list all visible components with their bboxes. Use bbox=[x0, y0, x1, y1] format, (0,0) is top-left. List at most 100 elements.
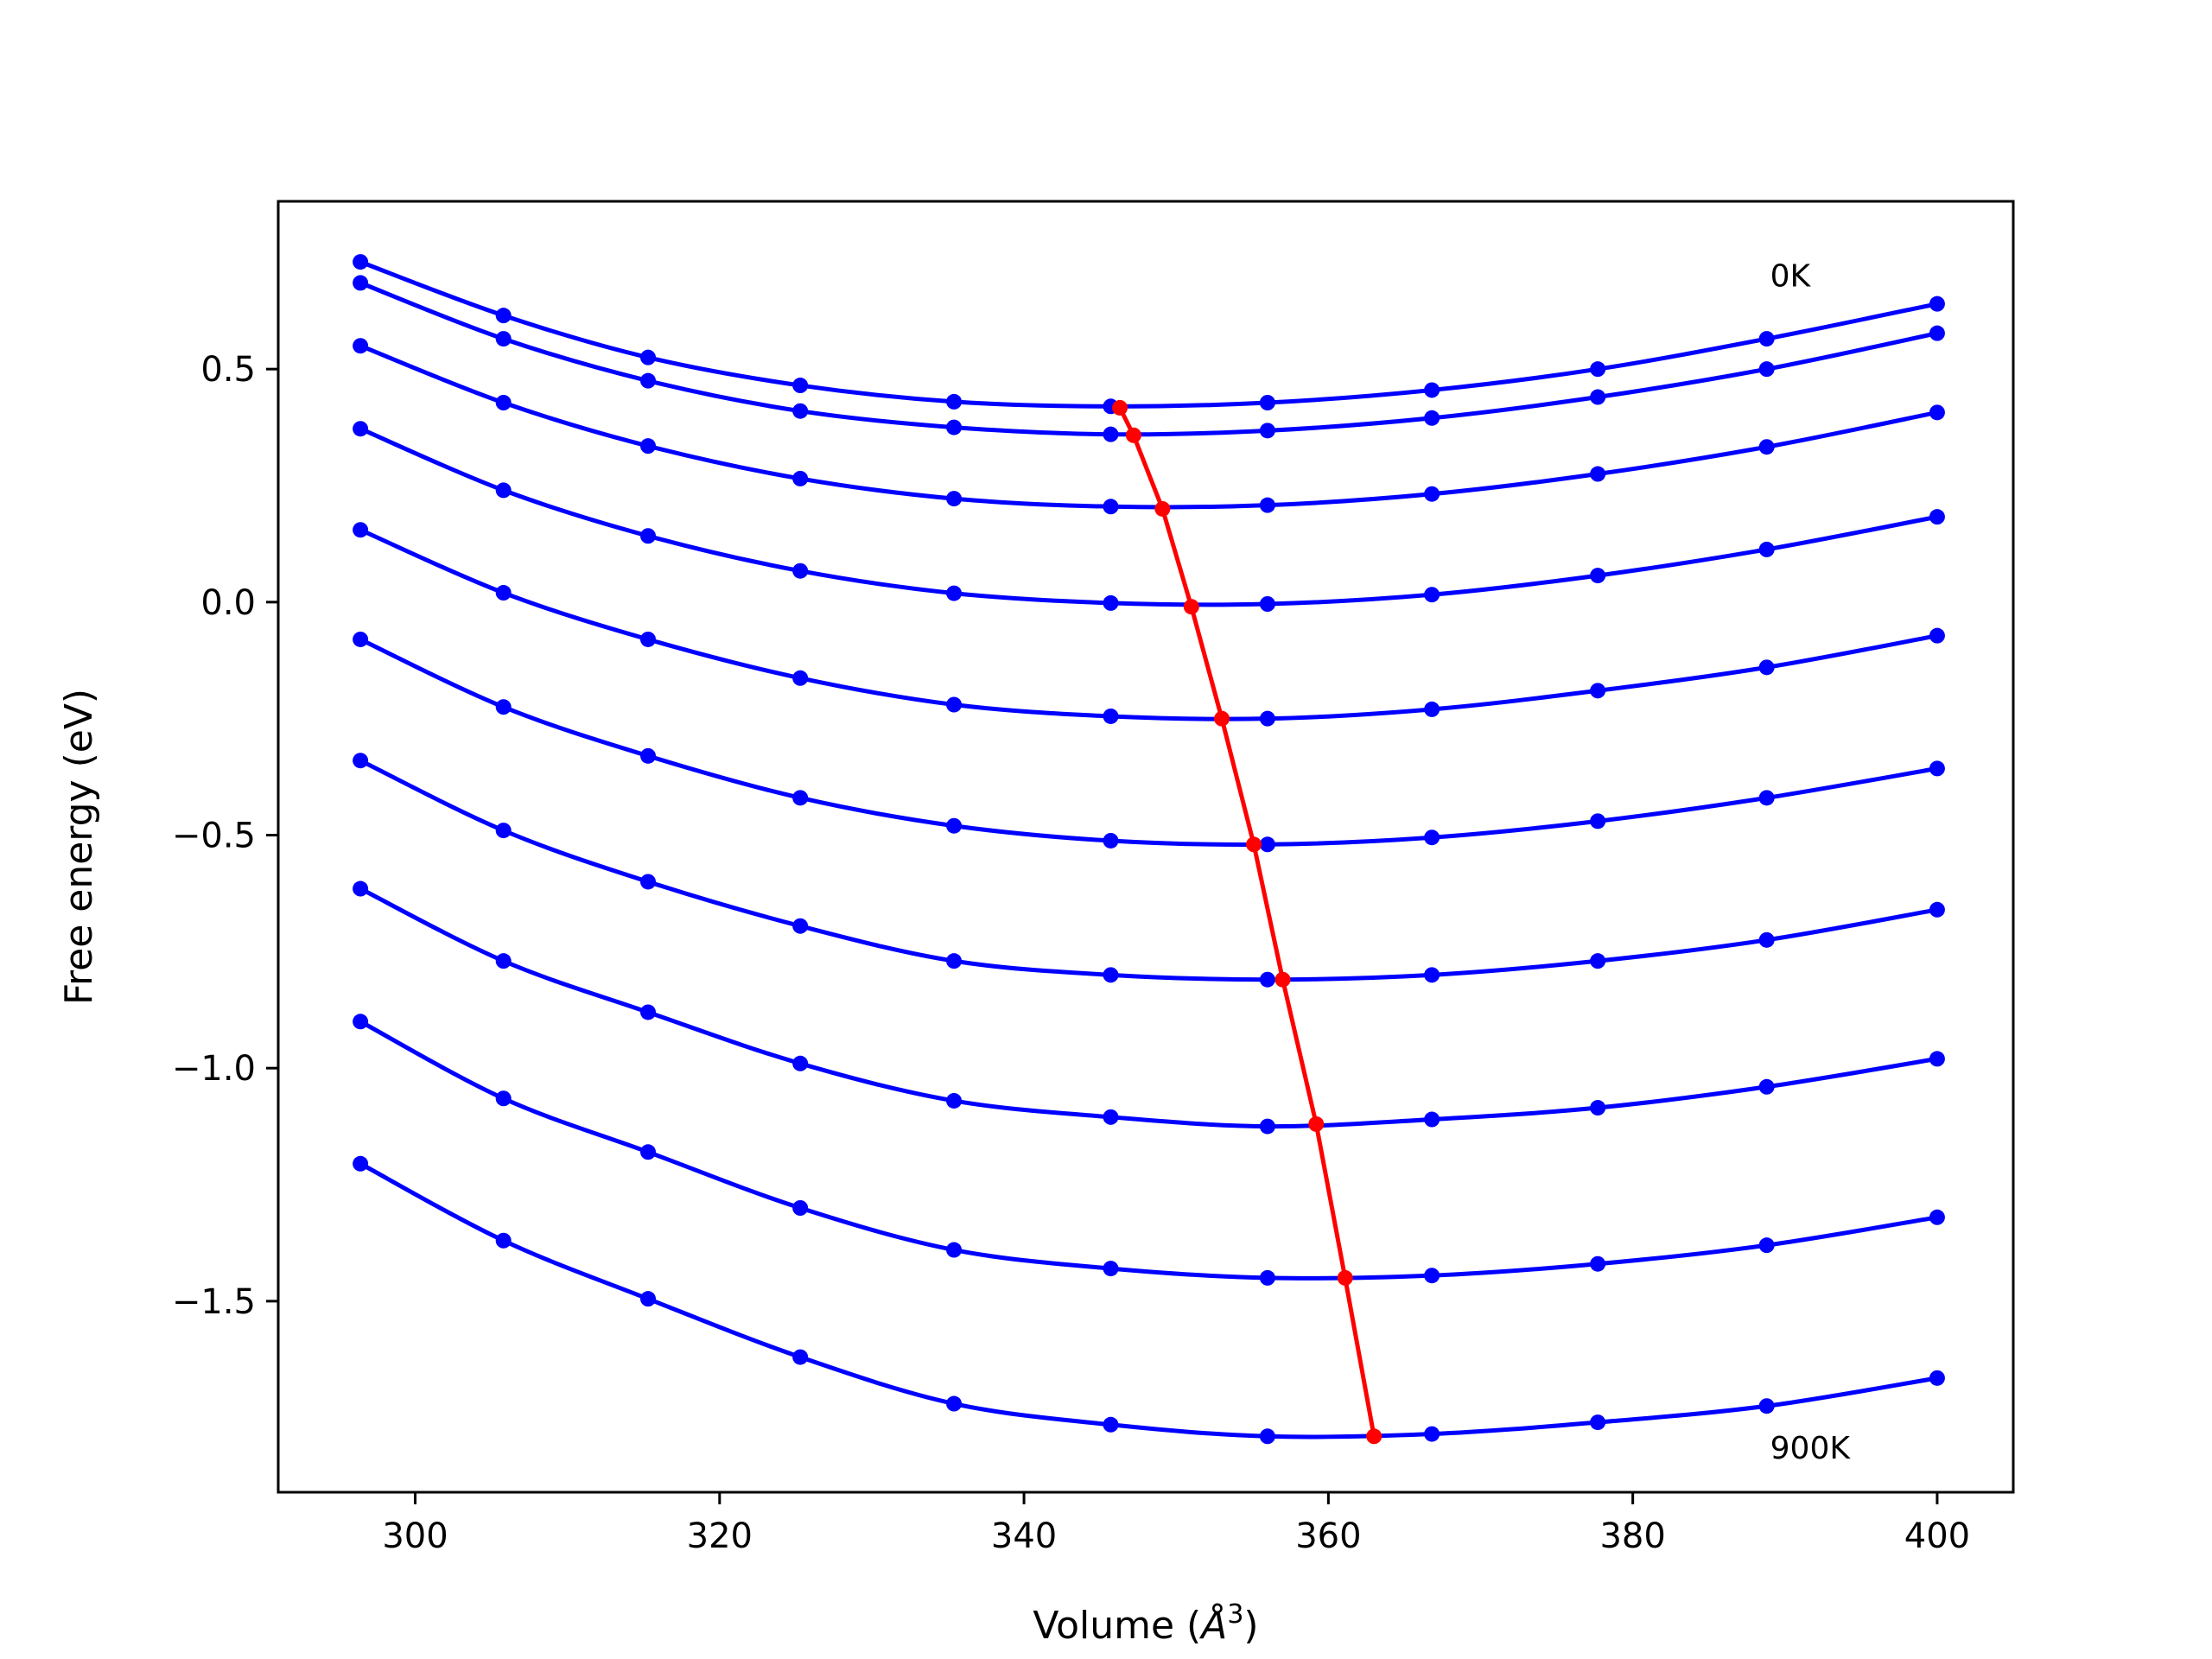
data-point bbox=[792, 470, 809, 486]
data-point bbox=[1259, 1118, 1275, 1135]
data-point bbox=[640, 1144, 657, 1160]
data-point bbox=[640, 372, 657, 389]
data-point bbox=[495, 482, 512, 499]
data-point bbox=[1424, 1111, 1440, 1128]
minimum-point bbox=[1154, 500, 1171, 517]
data-point bbox=[1424, 701, 1440, 717]
data-point bbox=[1758, 931, 1775, 948]
data-point bbox=[640, 631, 657, 647]
data-point bbox=[495, 308, 512, 324]
y-tick-label: −1.0 bbox=[172, 1049, 256, 1089]
isotherm-series-2 bbox=[353, 338, 1945, 515]
x-axis: 300 320 340 360 380 400 bbox=[382, 1492, 1970, 1556]
data-point bbox=[495, 823, 512, 839]
data-point bbox=[1758, 1078, 1775, 1095]
y-tick-label: 0.5 bbox=[200, 350, 256, 390]
data-point bbox=[946, 419, 963, 435]
data-point bbox=[1424, 587, 1440, 603]
data-point bbox=[495, 1090, 512, 1107]
minimum-point bbox=[1274, 971, 1291, 988]
data-point bbox=[353, 254, 369, 270]
data-point bbox=[1758, 659, 1775, 676]
minimum-point bbox=[1112, 399, 1128, 416]
data-point bbox=[1758, 541, 1775, 557]
data-point bbox=[353, 338, 369, 354]
data-point bbox=[946, 393, 963, 410]
data-point bbox=[1424, 486, 1440, 502]
temperature-annotation: 0K bbox=[1770, 258, 1812, 294]
data-point bbox=[1424, 1268, 1440, 1284]
data-point bbox=[1259, 596, 1275, 612]
x-tick-label: 400 bbox=[1904, 1516, 1970, 1556]
data-point bbox=[640, 874, 657, 890]
minimum-point bbox=[1308, 1116, 1325, 1132]
isotherm-series-8 bbox=[353, 1014, 1945, 1286]
isotherm-series-7 bbox=[353, 880, 1945, 1135]
data-point bbox=[946, 491, 963, 507]
minima-line bbox=[1117, 406, 1376, 1437]
data-point bbox=[792, 790, 809, 806]
data-point bbox=[495, 395, 512, 410]
data-point bbox=[792, 403, 809, 419]
data-point bbox=[946, 1092, 963, 1109]
data-point bbox=[495, 331, 512, 347]
isotherm-series-6 bbox=[353, 753, 1945, 988]
data-point bbox=[1424, 1426, 1440, 1442]
data-point bbox=[1758, 439, 1775, 455]
data-point bbox=[640, 1004, 657, 1020]
data-point bbox=[353, 522, 369, 538]
data-point bbox=[353, 1155, 369, 1172]
data-point bbox=[1590, 683, 1606, 699]
x-axis-label-text: Volume ( bbox=[1033, 1604, 1201, 1648]
temperature-annotation: 900K bbox=[1770, 1431, 1852, 1466]
data-point bbox=[1103, 594, 1119, 611]
series-layer bbox=[353, 254, 1945, 1445]
data-point bbox=[1929, 509, 1945, 525]
data-point bbox=[1259, 836, 1275, 853]
data-point bbox=[792, 1200, 809, 1216]
data-point bbox=[792, 1055, 809, 1071]
data-point bbox=[1103, 1109, 1119, 1125]
x-axis-label-superscript: 3 bbox=[1227, 1599, 1243, 1630]
data-point bbox=[1424, 830, 1440, 846]
data-point bbox=[353, 631, 369, 647]
data-point bbox=[353, 275, 369, 291]
x-tick-label: 320 bbox=[687, 1516, 753, 1556]
data-point bbox=[1590, 953, 1606, 969]
data-point bbox=[495, 953, 512, 969]
data-point bbox=[640, 438, 657, 454]
data-point bbox=[1590, 361, 1606, 378]
data-point bbox=[1758, 1237, 1775, 1254]
data-point bbox=[1929, 325, 1945, 341]
x-tick-label: 300 bbox=[382, 1516, 448, 1556]
data-point bbox=[1424, 967, 1440, 983]
data-point bbox=[1590, 813, 1606, 830]
data-point bbox=[1259, 1428, 1275, 1445]
data-point bbox=[1929, 1209, 1945, 1225]
data-point bbox=[946, 696, 963, 713]
plot-frame bbox=[276, 200, 2015, 1494]
data-point bbox=[353, 753, 369, 769]
data-point bbox=[1103, 1416, 1119, 1433]
data-point bbox=[1103, 1261, 1119, 1277]
data-point bbox=[1259, 497, 1275, 513]
data-point bbox=[353, 880, 369, 897]
minimum-point bbox=[1183, 599, 1199, 615]
data-point bbox=[1590, 568, 1606, 584]
minimum-point bbox=[1366, 1428, 1382, 1445]
x-tick-label: 340 bbox=[991, 1516, 1057, 1556]
data-point bbox=[1929, 901, 1945, 918]
data-point bbox=[1259, 423, 1275, 439]
data-point bbox=[1590, 1255, 1606, 1272]
data-point bbox=[640, 528, 657, 544]
y-tick-label: 0.0 bbox=[200, 583, 256, 623]
minima-layer bbox=[1112, 399, 1382, 1445]
minimum-point bbox=[1214, 710, 1230, 727]
data-point bbox=[946, 817, 963, 834]
data-point bbox=[946, 953, 963, 969]
data-point bbox=[1929, 627, 1945, 644]
data-point bbox=[495, 1232, 512, 1249]
data-point bbox=[1103, 832, 1119, 849]
